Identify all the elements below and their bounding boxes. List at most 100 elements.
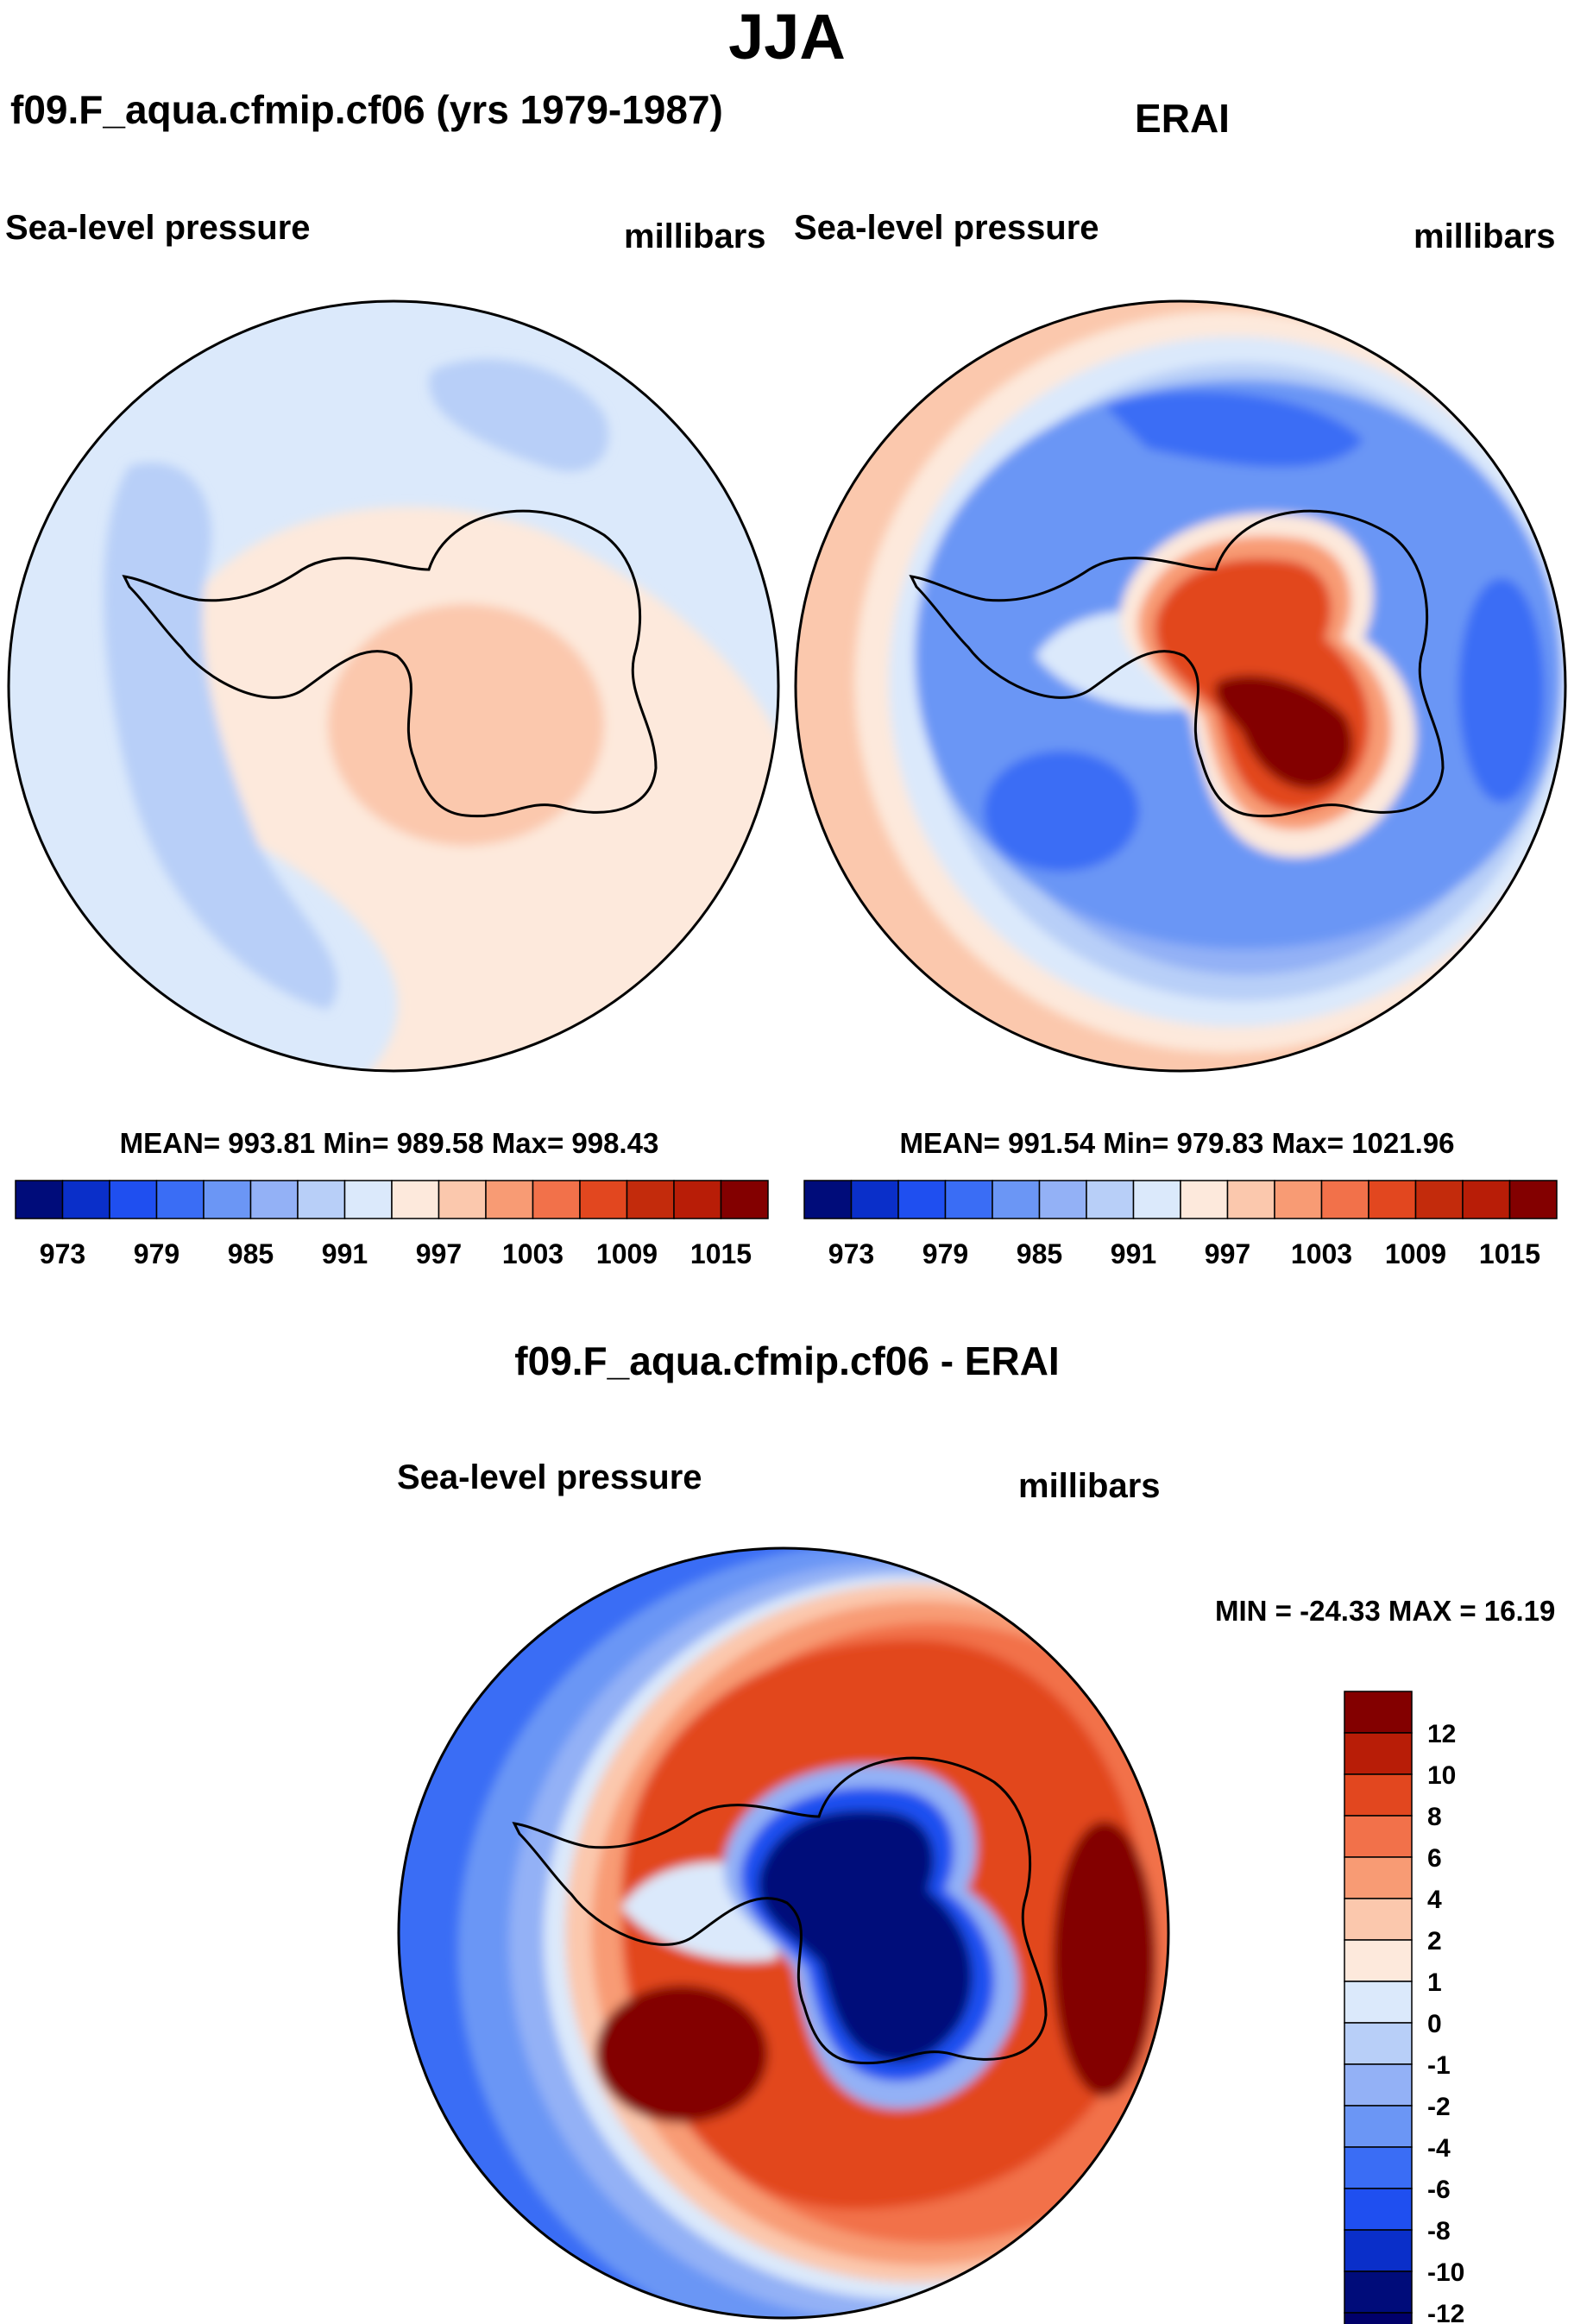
diff-colorbar-tick-label: -1: [1427, 2051, 1451, 2080]
obs-colorbar-swatch: [1180, 1180, 1229, 1219]
obs-units-label: millibars: [1414, 217, 1556, 255]
diff-panel-title: f09.F_aqua.cfmip.cf06 - ERAI: [514, 1338, 1060, 1383]
obs-colorbar-swatch: [897, 1180, 947, 1219]
model-colorbar-swatch: [343, 1180, 393, 1219]
obs-variable-label: Sea-level pressure: [794, 209, 1099, 247]
diff-colorbar-tick-label: -8: [1427, 2217, 1451, 2245]
diff-colorbar-tick-label: 12: [1427, 1720, 1456, 1748]
model-colorbar-tick-label: 1003: [502, 1238, 564, 1269]
model-colorbar-swatch: [155, 1180, 205, 1219]
obs-colorbar-swatch: [1508, 1180, 1558, 1219]
obs-colorbar: 973 979 985 991 997 1003 1009 1015: [803, 1180, 1558, 1269]
model-colorbar-tick-label: 973: [40, 1238, 85, 1269]
diff-colorbar-swatch: [1344, 2229, 1413, 2272]
obs-colorbar-swatch: [992, 1180, 1041, 1219]
diff-colorbar-tick-label: -6: [1427, 2176, 1451, 2204]
obs-stats: MEAN= 991.54 Min= 979.83 Max= 1021.96: [899, 1127, 1455, 1159]
diff-colorbar-swatch: [1344, 1815, 1413, 1858]
obs-colorbar-tick-label: 1009: [1385, 1238, 1446, 1269]
diff-colorbar-tick-label: 0: [1427, 2010, 1442, 2038]
diff-colorbar-swatch: [1344, 1981, 1413, 2024]
model-colorbar-tick-label: 997: [416, 1238, 462, 1269]
model-colorbar-tick-label: 991: [322, 1238, 368, 1269]
model-colorbar-swatch: [249, 1180, 299, 1219]
obs-colorbar-swatch: [1462, 1180, 1511, 1219]
obs-colorbar-swatch: [1086, 1180, 1135, 1219]
diff-map: [399, 1548, 1168, 2318]
model-colorbar-swatch: [626, 1180, 675, 1219]
diff-colorbar-swatch: [1344, 1856, 1413, 1899]
diff-colorbar-tick-label: 1: [1427, 1968, 1442, 1997]
model-stats: MEAN= 993.81 Min= 989.58 Max= 998.43: [119, 1127, 659, 1159]
diff-colorbar-swatch: [1344, 2022, 1413, 2065]
model-colorbar-tick-label: 1015: [690, 1238, 752, 1269]
obs-colorbar-swatch: [1274, 1180, 1323, 1219]
model-colorbar-swatch: [297, 1180, 346, 1219]
diff-colorbar-swatch: [1344, 2105, 1413, 2148]
obs-colorbar-swatch: [1320, 1180, 1369, 1219]
diff-colorbar-tick-label: 10: [1427, 1761, 1456, 1790]
model-colorbar-swatch: [109, 1180, 158, 1219]
obs-colorbar-swatch: [1414, 1180, 1464, 1219]
model-colorbar-swatch: [532, 1180, 581, 1219]
obs-colorbar-swatch: [1038, 1180, 1087, 1219]
diff-colorbar-tick-label: 8: [1427, 1803, 1442, 1831]
diff-min-max: MIN = -24.33 MAX = 16.19: [1215, 1595, 1556, 1627]
diff-colorbar-tick-label: 4: [1427, 1886, 1442, 1914]
diff-colorbar-tick-label: 6: [1427, 1844, 1442, 1873]
obs-colorbar-swatch: [803, 1180, 853, 1219]
model-colorbar-tick-label: 979: [134, 1238, 179, 1269]
model-colorbar-swatch: [438, 1180, 487, 1219]
diff-variable-label: Sea-level pressure: [397, 1458, 702, 1496]
diff-colorbar-swatch: [1344, 1898, 1413, 1941]
diff-colorbar-swatch: [1344, 2188, 1413, 2231]
obs-colorbar-tick-label: 991: [1111, 1238, 1156, 1269]
diff-colorbar-swatch: [1344, 1939, 1413, 1982]
obs-colorbar-tick-label: 997: [1205, 1238, 1250, 1269]
model-colorbar-swatch: [673, 1180, 722, 1219]
diff-colorbar-tick-label: -10: [1427, 2258, 1464, 2287]
obs-colorbar-tick-label: 973: [828, 1238, 874, 1269]
obs-colorbar-tick-label: 979: [922, 1238, 968, 1269]
model-colorbar-swatch: [61, 1180, 110, 1219]
diff-colorbar-swatch: [1344, 2312, 1413, 2324]
model-colorbar-swatch: [579, 1180, 628, 1219]
model-colorbar-swatch: [485, 1180, 534, 1219]
obs-colorbar-swatch: [1368, 1180, 1417, 1219]
diff-colorbar-tick-label: -4: [1427, 2134, 1451, 2163]
obs-colorbar-tick-label: 1003: [1291, 1238, 1352, 1269]
model-colorbar: 973 979 985 991 997 1003 1009 1015: [15, 1180, 769, 1269]
model-map: [9, 301, 778, 1071]
model-colorbar-swatch: [720, 1180, 769, 1219]
obs-colorbar-swatch: [1226, 1180, 1275, 1219]
diff-colorbar-swatch: [1344, 1691, 1413, 1734]
diff-colorbar-swatch: [1344, 1732, 1413, 1775]
diff-colorbar-tick-label: -12: [1427, 2300, 1464, 2324]
diff-colorbar-swatch: [1344, 2063, 1413, 2107]
diff-colorbar-tick-label: 2: [1427, 1927, 1442, 1956]
obs-map: [796, 301, 1565, 1071]
diff-colorbar-tick-label: -2: [1427, 2093, 1451, 2121]
obs-panel-title: ERAI: [1135, 96, 1230, 141]
obs-colorbar-tick-label: 985: [1017, 1238, 1062, 1269]
obs-colorbar-swatch: [850, 1180, 899, 1219]
model-panel-title: f09.F_aqua.cfmip.cf06 (yrs 1979-1987): [10, 87, 723, 132]
model-colorbar-swatch: [391, 1180, 440, 1219]
diff-colorbar-swatch: [1344, 1773, 1413, 1817]
model-units-label: millibars: [624, 217, 766, 255]
obs-colorbar-swatch: [944, 1180, 993, 1219]
model-colorbar-swatch: [203, 1180, 252, 1219]
obs-colorbar-swatch: [1132, 1180, 1181, 1219]
diff-map-border: [397, 1546, 1170, 2320]
model-colorbar-tick-label: 985: [228, 1238, 274, 1269]
model-colorbar-swatch: [15, 1180, 64, 1219]
model-colorbar-tick-label: 1009: [596, 1238, 658, 1269]
model-variable-label: Sea-level pressure: [5, 209, 311, 247]
diff-colorbar-swatch: [1344, 2146, 1413, 2189]
obs-colorbar-tick-label: 1015: [1479, 1238, 1540, 1269]
diff-colorbar-swatch: [1344, 2270, 1413, 2314]
season-title: JJA: [728, 1, 846, 72]
diff-units-label: millibars: [1018, 1467, 1161, 1505]
